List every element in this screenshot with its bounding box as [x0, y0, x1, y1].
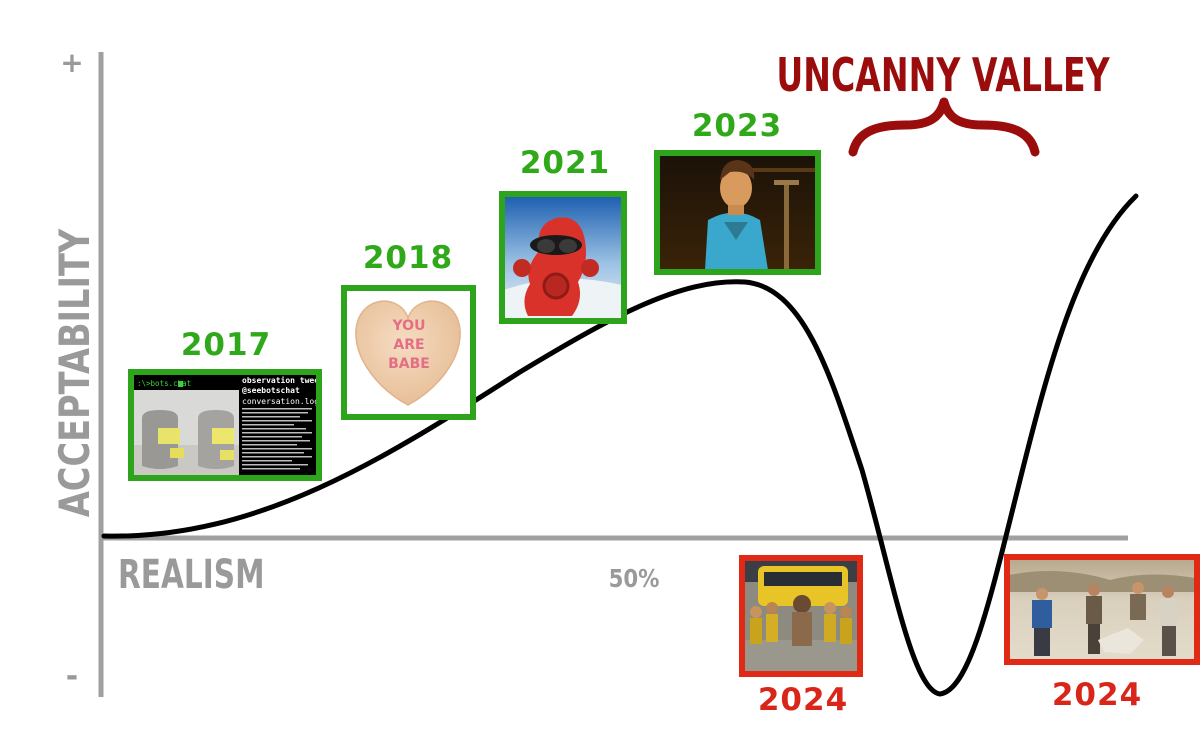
year-label-2018: 2018 [363, 240, 453, 276]
frame-2018 [341, 285, 476, 420]
image-2024-a-crowd-bus [744, 560, 858, 672]
heart-line-2: ARE [393, 337, 424, 353]
x-axis-label: REALISM [118, 552, 265, 599]
x-axis-mid-tick: 50% [609, 564, 660, 593]
uncanny-valley-title: UNCANNY VALLEY [776, 50, 1110, 103]
heart-shape [355, 300, 461, 406]
year-label-2024-b: 2024 [1052, 677, 1142, 713]
frame-2017 [128, 369, 322, 481]
frame-2023 [654, 150, 821, 275]
heart-line-1: YOU [392, 318, 426, 334]
year-label-2017: 2017 [181, 327, 271, 363]
milestone-2018: 2018 YOU ARE BABE [341, 240, 476, 420]
milestone-2017: 2017 :\>bots.chat observation tweets @se… [128, 327, 329, 481]
heart-line-3: BABE [388, 356, 430, 372]
log-lines-2017 [242, 408, 312, 470]
y-axis-top-marker: + [60, 46, 83, 79]
frame-2021 [499, 191, 627, 324]
year-label-2024-a: 2024 [758, 682, 848, 718]
frame-2024-b [1004, 554, 1200, 665]
axes: + - ACCEPTABILITY REALISM 50% [50, 46, 1128, 697]
uncanny-valley-brace [848, 97, 1040, 157]
milestone-2024-b: 2024 [1004, 554, 1200, 713]
header-line-1-2017: observation tweets [242, 375, 329, 385]
milestone-2024-a: 2024 [739, 555, 863, 718]
image-2017-chatbots: :\>bots.chat observation tweets @seebots… [133, 374, 329, 476]
year-label-2023: 2023 [692, 108, 782, 144]
image-2018-candy-heart: YOU ARE BABE [346, 290, 471, 415]
y-axis-label: ACCEPTABILITY [50, 228, 99, 517]
image-2023-animated-character [659, 155, 816, 270]
header-line-2-2017: @seebotschat [242, 386, 300, 395]
image-2024-b-desert-group [1009, 559, 1195, 660]
y-axis-bottom-marker: - [66, 659, 78, 694]
image-2021-hydrant-character [504, 196, 622, 319]
prompt-text-2017: :\>bots.chat [137, 379, 191, 388]
milestone-2023: 2023 [654, 108, 821, 275]
frame-2024-a [739, 555, 863, 677]
milestone-2021: 2021 [499, 145, 627, 324]
uncanny-valley-annotation: UNCANNY VALLEY [776, 50, 1110, 157]
year-label-2021: 2021 [520, 145, 610, 181]
log-title-2017: conversation.log [242, 397, 319, 406]
